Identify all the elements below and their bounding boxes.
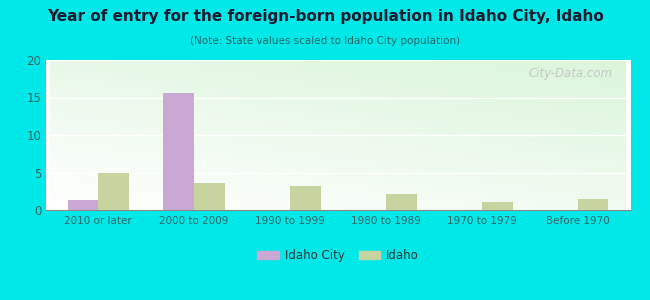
Text: City-Data.com: City-Data.com [529,68,613,80]
Bar [98,172,129,210]
Text: Year of entry for the foreign-born population in Idaho City, Idaho: Year of entry for the foreign-born popul… [47,9,603,24]
Bar [194,183,225,210]
Bar [68,200,98,210]
Bar [163,93,194,210]
Bar [290,186,320,210]
Text: (Note: State values scaled to Idaho City population): (Note: State values scaled to Idaho City… [190,36,460,46]
Bar [386,194,417,210]
Bar [482,202,513,210]
Bar [578,199,608,210]
Legend: Idaho City, Idaho: Idaho City, Idaho [253,245,423,267]
